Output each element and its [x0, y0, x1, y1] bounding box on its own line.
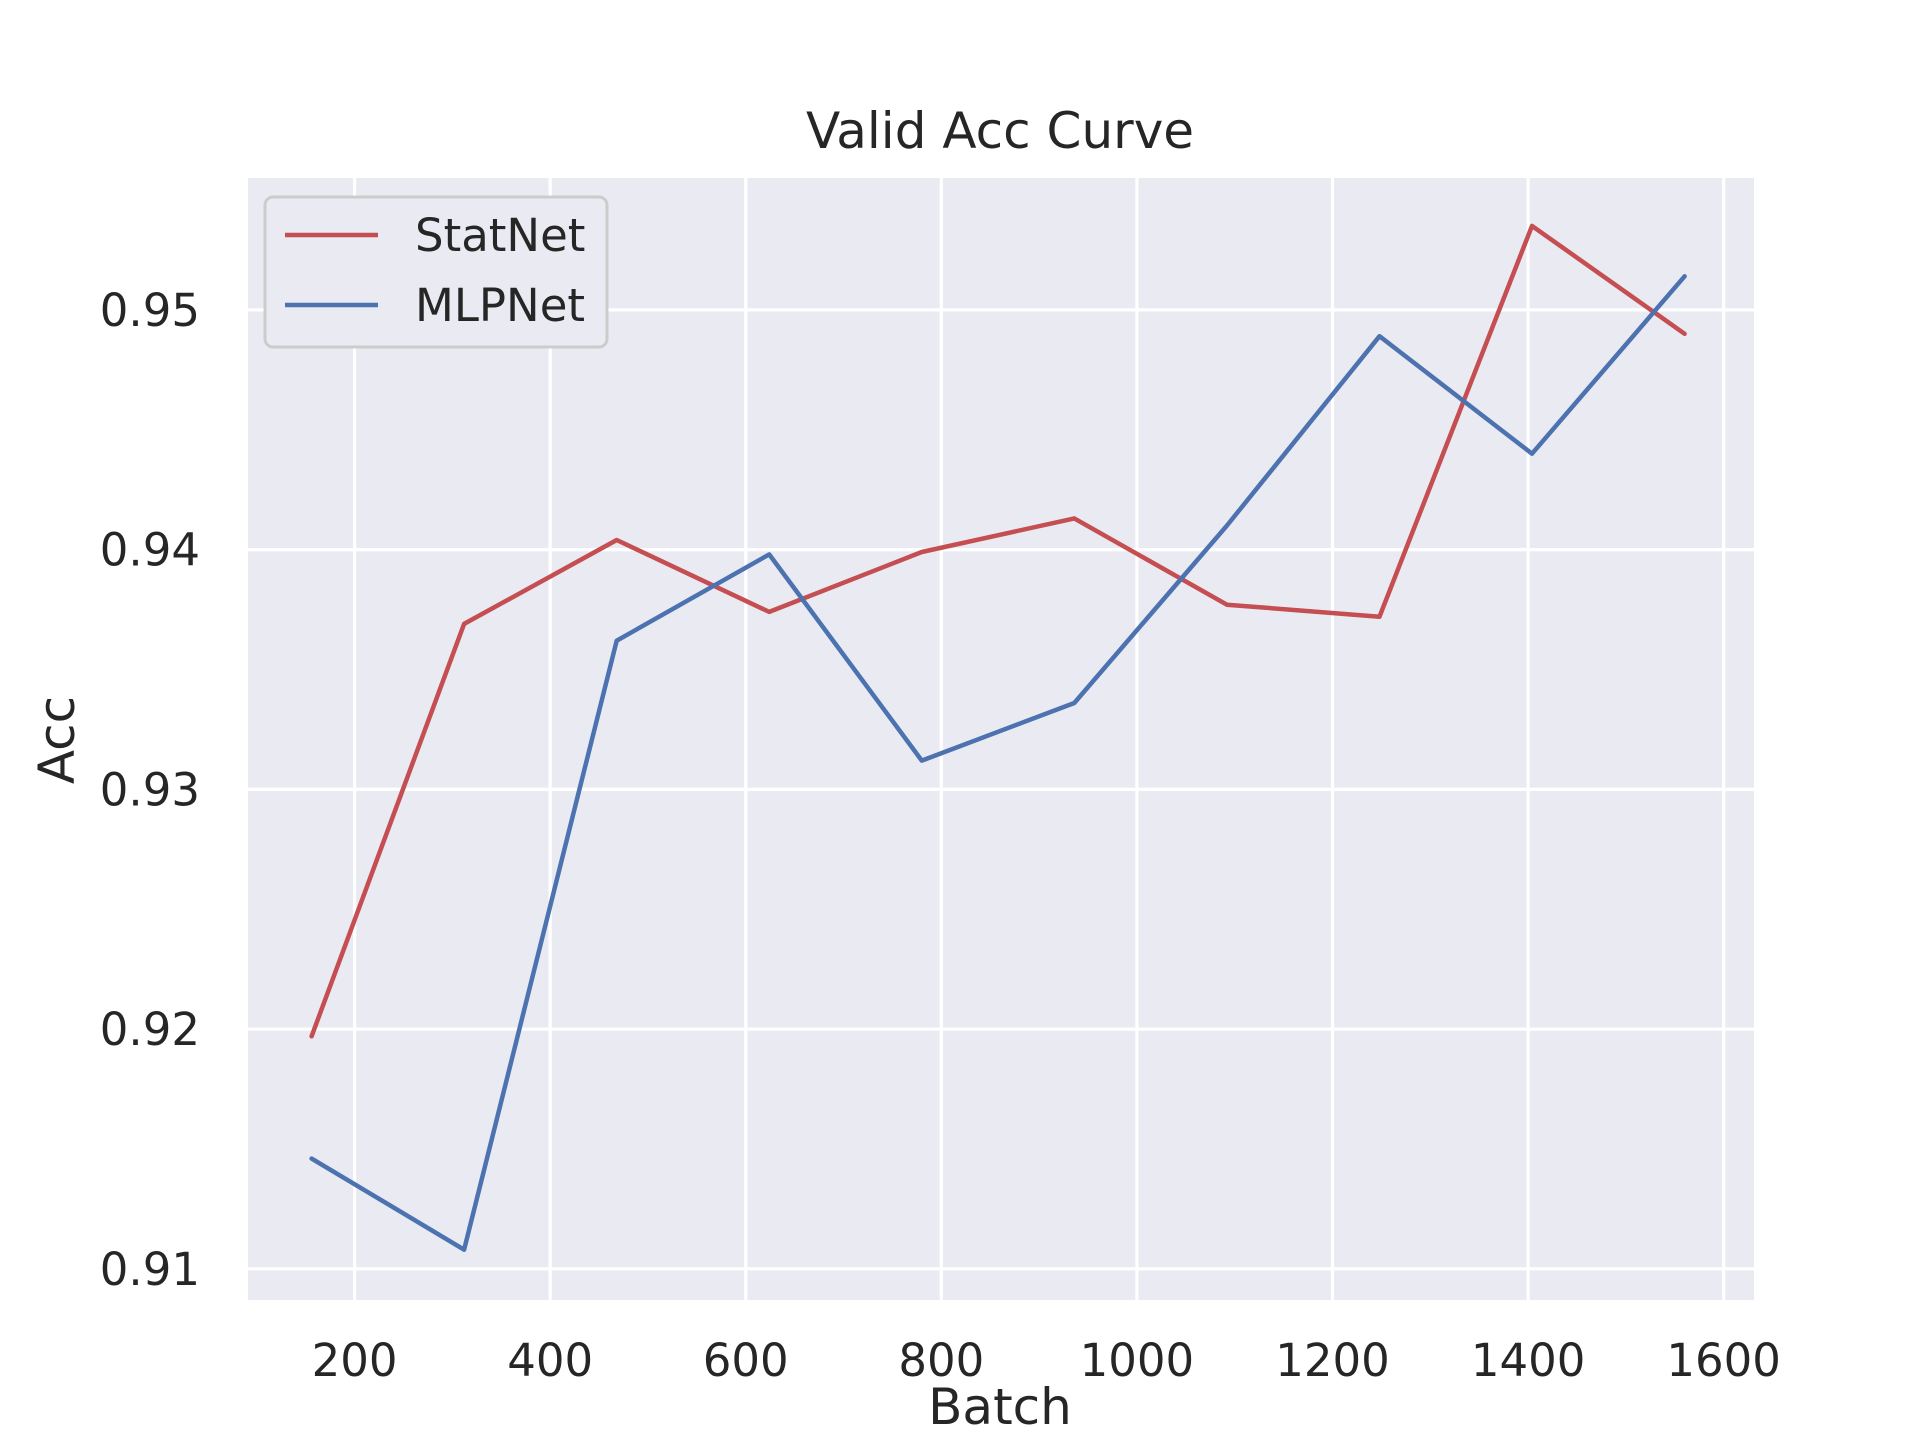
x-tick-label: 600: [703, 1334, 789, 1387]
y-axis-ticks: 0.91 0.92 0.93 0.94 0.95: [100, 284, 200, 1296]
y-tick-label: 0.91: [100, 1243, 200, 1296]
x-tick-label: 1600: [1666, 1334, 1781, 1387]
x-tick-label: 1000: [1080, 1334, 1195, 1387]
x-tick-label: 1200: [1275, 1334, 1390, 1387]
legend: StatNet MLPNet: [263, 195, 609, 349]
y-tick-label: 0.95: [100, 284, 200, 337]
chart-title: Valid Acc Curve: [806, 102, 1194, 160]
y-axis-label: Acc: [28, 696, 86, 784]
x-axis-ticks: 200 400 600 800 1000 1200 1400 1600: [312, 1334, 1781, 1387]
legend-label-mlpnet: MLPNet: [415, 279, 585, 332]
series-line-mlpnet: [309, 274, 1687, 1252]
series-line-statnet: [309, 223, 1687, 1039]
y-tick-label: 0.92: [100, 1003, 200, 1056]
y-tick-label: 0.94: [100, 524, 200, 577]
x-tick-label: 800: [898, 1334, 984, 1387]
y-tick-label: 0.93: [100, 763, 200, 816]
x-axis-label: Batch: [928, 1378, 1072, 1436]
grid: [248, 178, 1754, 1300]
x-tick-label: 400: [507, 1334, 593, 1387]
series: [309, 223, 1687, 1252]
x-tick-label: 200: [312, 1334, 398, 1387]
x-tick-label: 1400: [1471, 1334, 1586, 1387]
legend-label-statnet: StatNet: [415, 209, 585, 262]
